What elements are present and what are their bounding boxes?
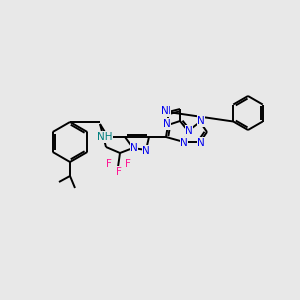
Text: N: N (180, 138, 188, 148)
Text: N: N (163, 106, 171, 116)
Text: F: F (116, 167, 122, 177)
Text: N: N (163, 119, 171, 129)
Text: N: N (142, 146, 150, 156)
Text: F: F (125, 159, 131, 169)
Text: F: F (106, 159, 112, 169)
Text: N: N (161, 106, 169, 116)
Text: NH: NH (97, 132, 113, 142)
Text: N: N (185, 126, 193, 136)
Text: N: N (197, 116, 205, 126)
Text: N: N (130, 143, 138, 153)
Text: N: N (197, 138, 205, 148)
